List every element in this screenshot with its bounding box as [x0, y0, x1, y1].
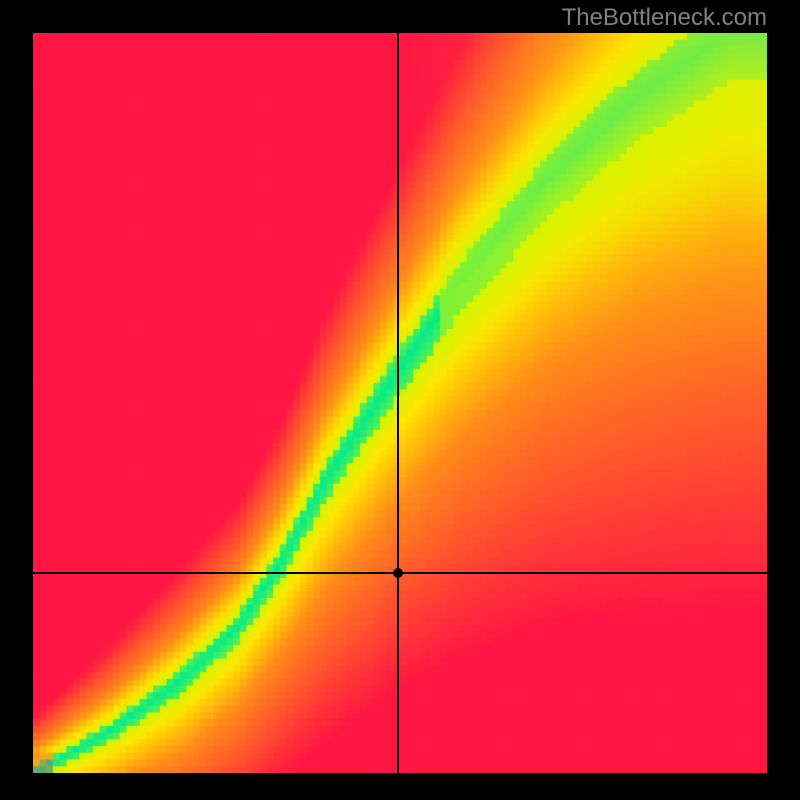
crosshair-marker-dot: [393, 568, 403, 578]
chart-container: TheBottleneck.com: [0, 0, 800, 800]
watermark-text: TheBottleneck.com: [562, 4, 767, 32]
heatmap-canvas: [33, 33, 767, 773]
crosshair-vertical: [397, 33, 399, 773]
